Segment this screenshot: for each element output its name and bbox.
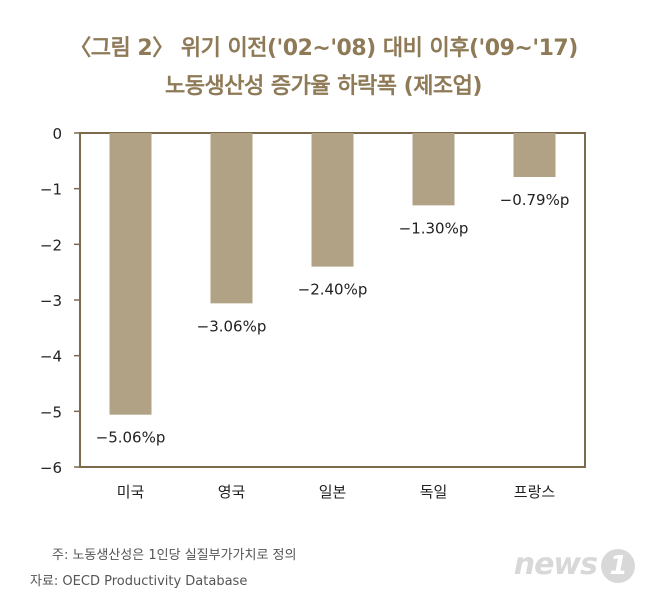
x-tick-label: 독일: [420, 483, 448, 501]
x-tick-label: 영국: [218, 483, 246, 501]
x-tick-label: 프랑스: [514, 483, 556, 501]
chart-subtitle: 노동생산성 증가율 하락폭 (제조업): [165, 74, 482, 99]
y-tick-label: −4: [40, 348, 62, 366]
y-tick-label: −3: [40, 292, 62, 310]
y-tick-label: −5: [40, 403, 62, 421]
chart-title: 〈그림 2〉 위기 이전('02~'08) 대비 이후('09~'17): [69, 36, 578, 61]
data-label: −2.40%p: [298, 281, 368, 299]
y-tick-label: −6: [40, 459, 62, 477]
bar: [513, 133, 556, 177]
data-label: −5.06%p: [96, 429, 166, 447]
data-label: −0.79%p: [500, 191, 570, 209]
bar: [311, 133, 354, 267]
y-tick-label: 0: [52, 125, 62, 143]
data-label: −1.30%p: [399, 219, 469, 237]
x-tick-label: 미국: [117, 483, 145, 501]
news1-logo: news 1: [514, 547, 635, 583]
y-tick-label: −1: [40, 181, 62, 199]
bar: [210, 133, 253, 304]
bar: [109, 133, 152, 415]
logo-text: news: [513, 547, 598, 582]
bar: [412, 133, 455, 206]
y-tick-label: −2: [40, 236, 62, 254]
x-tick-label: 일본: [319, 483, 347, 501]
data-label: −3.06%p: [197, 317, 267, 335]
source-note: 자료: OECD Productivity Database: [30, 574, 248, 589]
logo-number: 1: [601, 548, 635, 583]
definition-note: 주: 노동생산성은 1인당 실질부가가치로 정의: [52, 548, 297, 563]
